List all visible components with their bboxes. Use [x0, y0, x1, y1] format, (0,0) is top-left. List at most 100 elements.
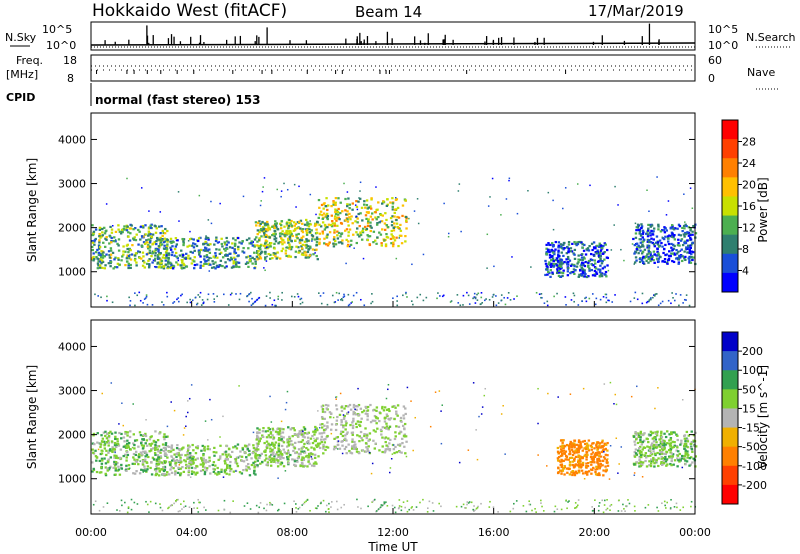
data-cell — [580, 273, 584, 277]
data-cell — [566, 471, 569, 474]
data-cell — [116, 461, 119, 465]
data-cell — [177, 447, 181, 451]
data-cell — [293, 229, 297, 232]
data-cell — [635, 247, 639, 251]
data-cell — [355, 291, 358, 294]
data-cell — [368, 432, 372, 435]
data-cell — [389, 216, 393, 220]
data-cell — [156, 445, 159, 448]
data-cell — [477, 292, 480, 295]
colorbar-step — [722, 215, 738, 236]
data-cell — [691, 241, 694, 244]
data-cell — [395, 218, 398, 222]
data-cell — [559, 439, 563, 442]
data-cell — [233, 250, 236, 253]
data-cell — [135, 460, 139, 463]
data-cell — [683, 227, 686, 230]
data-cell — [670, 457, 674, 460]
data-cell — [633, 261, 637, 264]
data-cell — [91, 257, 94, 260]
data-cell — [163, 232, 167, 235]
data-cell — [166, 291, 168, 294]
data-cell — [126, 177, 128, 180]
data-cell — [296, 457, 300, 460]
data-cell — [399, 430, 402, 433]
data-cell — [601, 267, 605, 270]
data-cell — [255, 504, 258, 507]
data-cell — [531, 509, 533, 512]
data-cell — [552, 244, 555, 247]
data-cell — [255, 449, 258, 453]
data-cell — [138, 256, 141, 260]
data-cell — [356, 434, 359, 437]
data-cell — [474, 509, 476, 512]
data-cell — [610, 503, 613, 506]
data-cell — [251, 297, 253, 300]
data-cell — [130, 253, 134, 256]
data-cell — [684, 223, 687, 226]
data-cell — [272, 437, 275, 441]
data-cell — [560, 251, 563, 254]
data-cell — [116, 442, 120, 446]
data-cell — [263, 441, 266, 445]
data-cell — [647, 250, 651, 253]
data-cell — [686, 232, 689, 235]
data-cell — [266, 229, 269, 232]
data-cell — [306, 256, 309, 259]
data-cell — [315, 248, 318, 251]
data-cell — [266, 223, 269, 226]
data-cell — [189, 257, 192, 260]
data-cell — [557, 249, 560, 252]
data-cell — [197, 237, 201, 240]
data-cell — [561, 271, 565, 275]
data-cell — [340, 232, 344, 235]
data-cell — [225, 466, 229, 470]
data-cell — [615, 437, 618, 440]
data-cell — [294, 250, 298, 253]
data-cell — [245, 458, 249, 461]
data-cell — [219, 202, 221, 205]
data-cell — [286, 455, 289, 459]
data-cell — [606, 507, 609, 510]
data-cell — [606, 256, 610, 260]
data-cell — [259, 227, 263, 231]
data-cell — [368, 451, 371, 454]
data-cell — [656, 250, 659, 254]
data-cell — [687, 257, 690, 260]
data-cell — [639, 436, 642, 439]
data-cell — [547, 263, 550, 266]
data-cell — [318, 232, 322, 235]
data-cell — [580, 253, 584, 256]
data-cell — [565, 261, 569, 264]
data-cell — [584, 272, 587, 276]
data-cell — [318, 223, 321, 226]
data-cell — [375, 242, 378, 245]
data-cell — [598, 452, 601, 455]
data-cell — [371, 300, 374, 303]
data-cell — [288, 245, 292, 248]
data-cell — [180, 453, 183, 457]
data-cell — [185, 415, 187, 418]
data-cell — [352, 233, 355, 236]
data-cell — [654, 445, 657, 448]
data-cell — [186, 453, 190, 456]
colorbar-tick-label: 100 — [742, 364, 763, 377]
data-cell — [357, 387, 359, 390]
data-cell — [664, 453, 668, 456]
data-cell — [673, 238, 677, 241]
data-cell — [594, 262, 597, 265]
data-cell — [344, 420, 348, 423]
data-cell — [660, 436, 664, 439]
data-cell — [145, 453, 149, 457]
data-cell — [151, 233, 155, 236]
data-cell — [563, 246, 566, 250]
data-cell — [282, 448, 285, 451]
data-cell — [317, 444, 320, 447]
data-cell — [576, 447, 579, 450]
data-cell — [348, 449, 351, 453]
data-cell — [107, 439, 110, 442]
data-cell — [181, 293, 183, 296]
data-cell — [390, 229, 393, 233]
data-cell — [567, 266, 570, 269]
data-cell — [104, 434, 107, 438]
